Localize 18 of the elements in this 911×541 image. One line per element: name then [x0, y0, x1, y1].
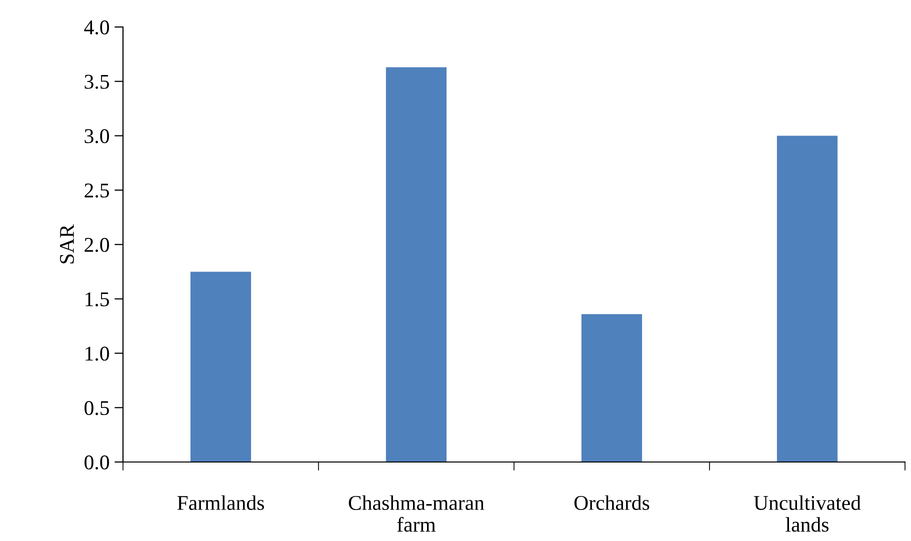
y-tick-label: 0.5	[84, 401, 109, 416]
y-tick-label: 1.5	[86, 292, 109, 306]
y-tick-label: 2.5	[84, 184, 109, 198]
y-tick-label: 1.0	[86, 346, 110, 361]
bar	[386, 67, 447, 462]
bar	[581, 314, 642, 462]
bar	[190, 272, 252, 462]
x-tick-label: Chashma-maran farm	[348, 495, 484, 532]
x-tick-label: Farmlands	[177, 495, 264, 510]
x-tick-label: Orchards	[574, 495, 650, 510]
y-tick-label: 0.0	[84, 455, 110, 470]
bar	[776, 136, 838, 462]
y-tick-label: 3.0	[84, 129, 110, 144]
y-tick-label: 4.0	[84, 20, 110, 35]
x-tick-label: Uncultivated lands	[754, 495, 861, 532]
y-tick-label: 3.5	[84, 74, 109, 89]
y-tick-label: 2.0	[84, 238, 110, 252]
y-axis-title: SAR	[60, 224, 74, 264]
